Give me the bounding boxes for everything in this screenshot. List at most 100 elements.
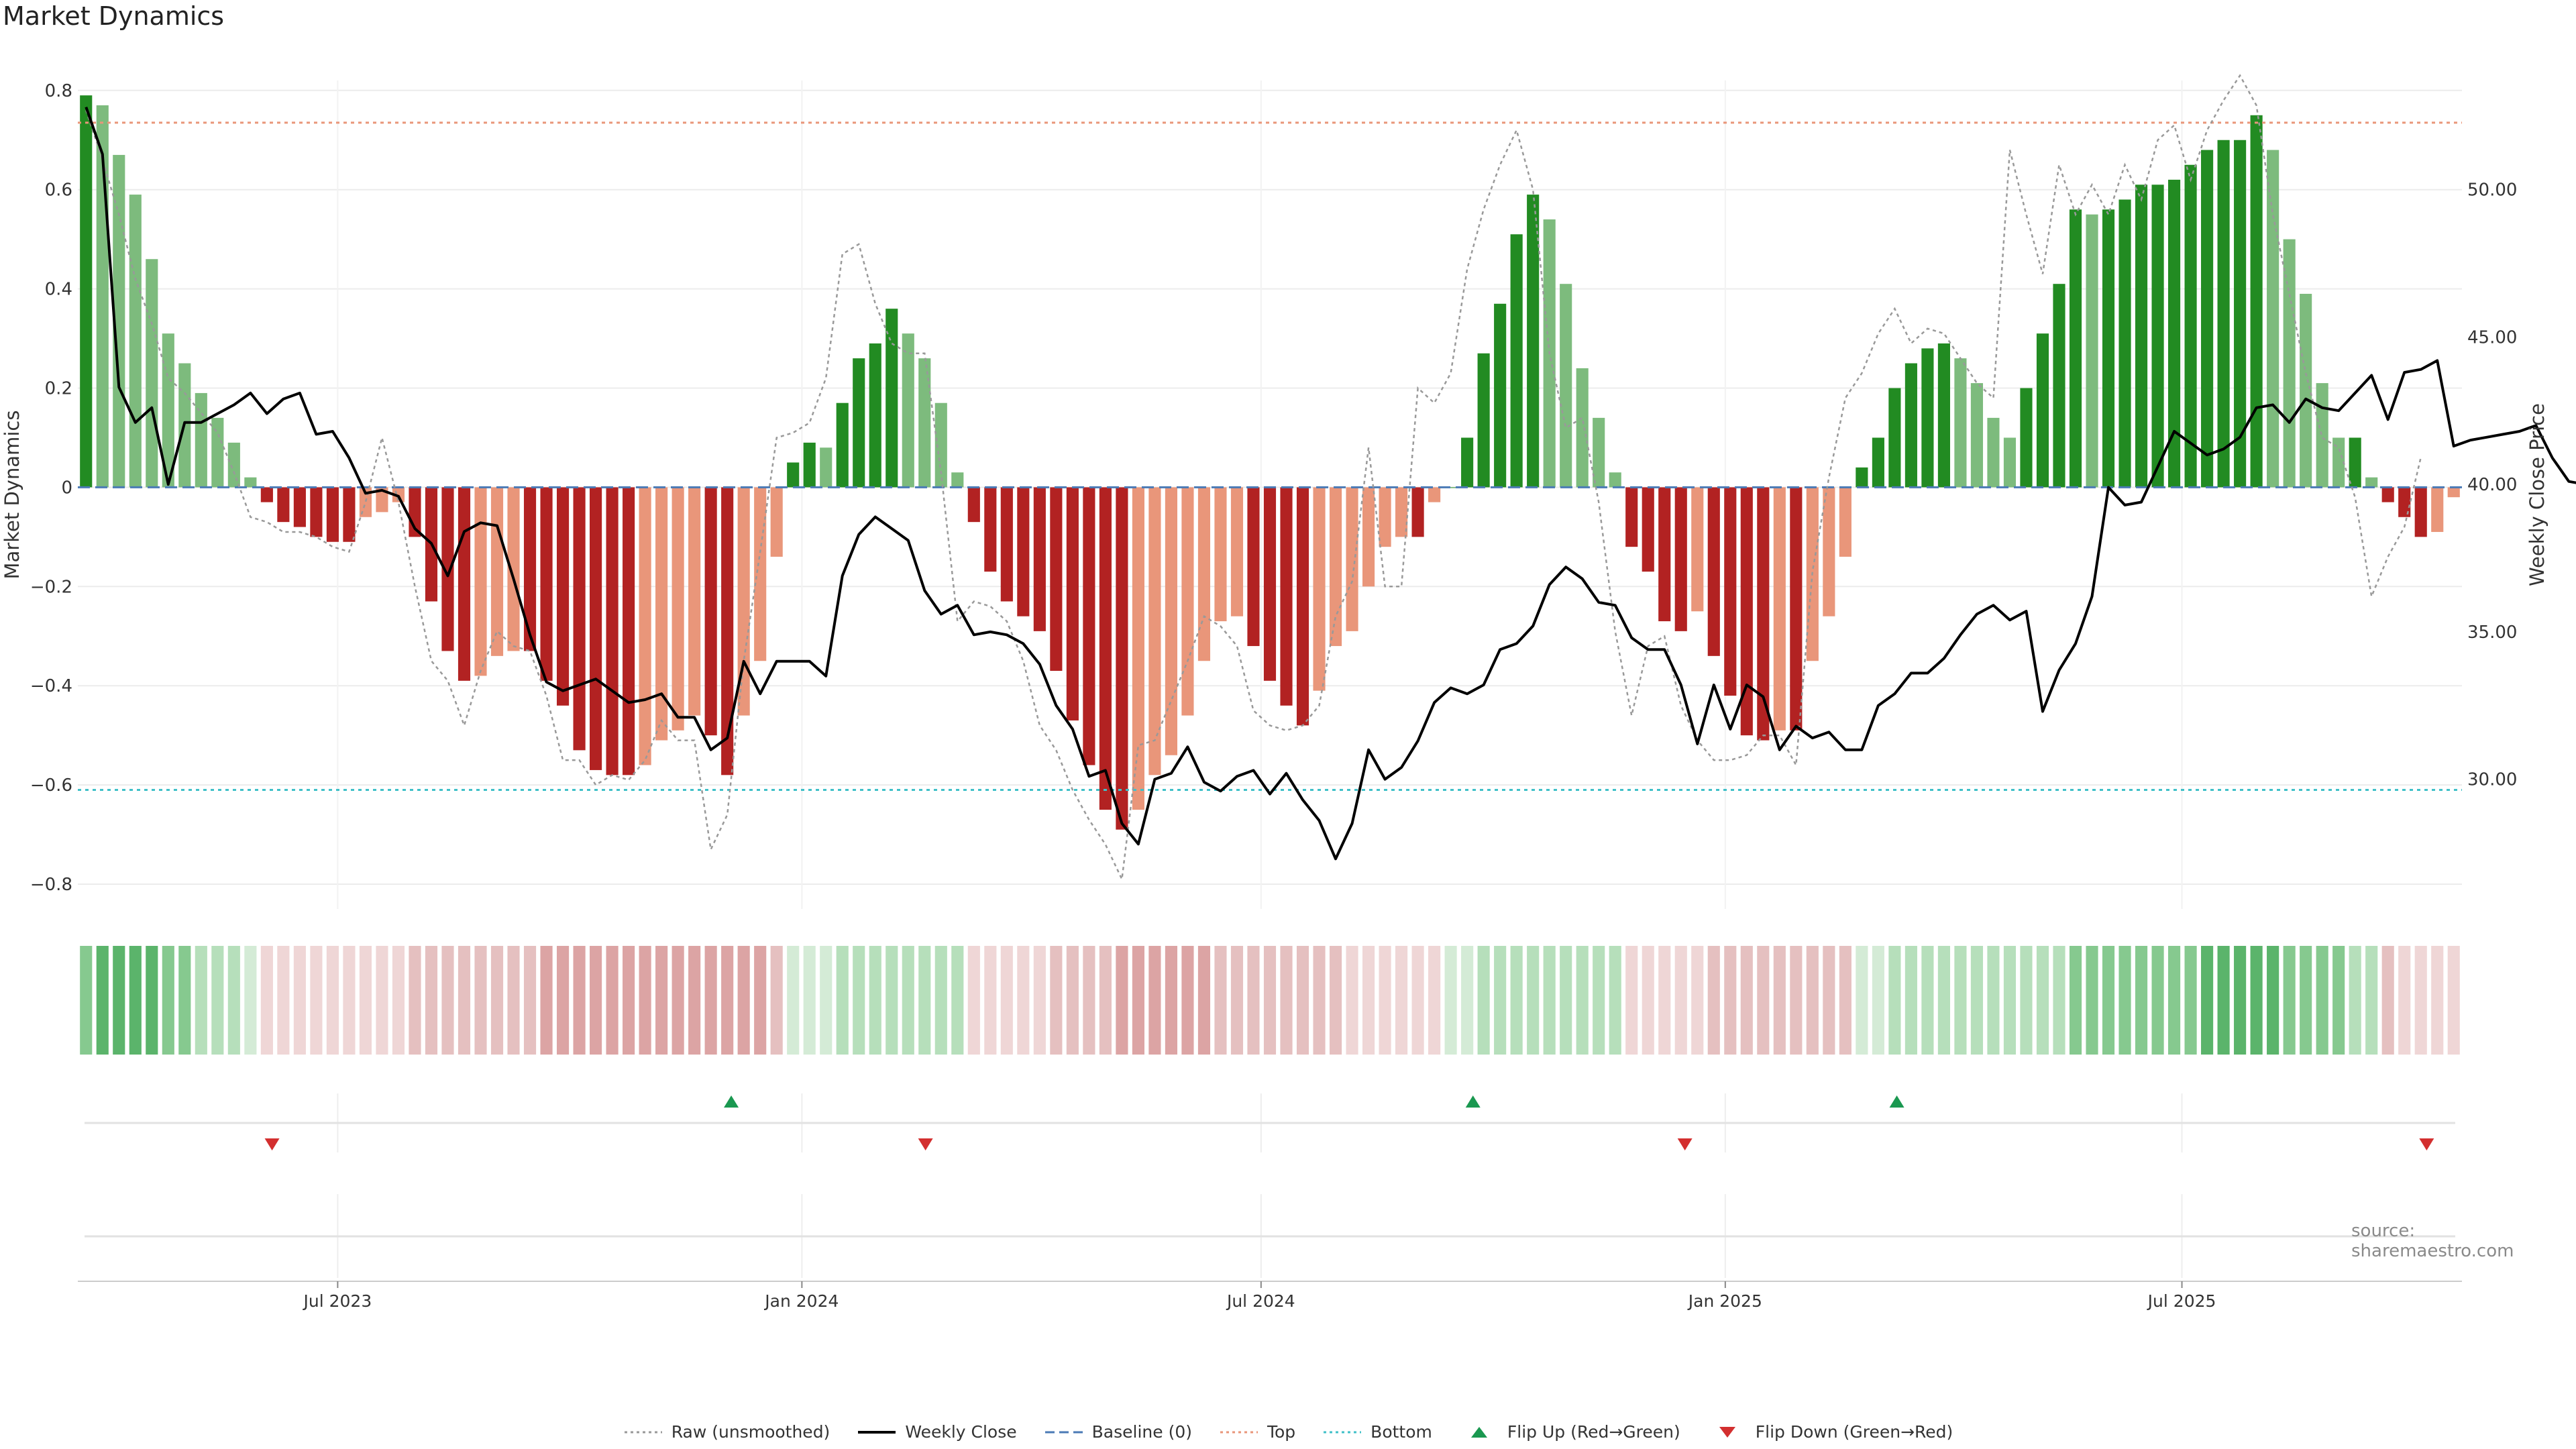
- bar: [326, 487, 339, 542]
- bar: [606, 487, 619, 775]
- heat-cell: [441, 946, 454, 1055]
- bar: [1050, 487, 1063, 672]
- bar: [1362, 487, 1375, 587]
- heat-cell: [474, 946, 487, 1055]
- bar: [1116, 487, 1128, 830]
- bar: [507, 487, 520, 651]
- bar: [2020, 388, 2033, 488]
- bar: [2036, 333, 2049, 488]
- bar: [2135, 184, 2148, 488]
- heat-strip: [80, 946, 2460, 1055]
- heat-cell: [507, 946, 520, 1055]
- heat-cell: [425, 946, 438, 1055]
- heat-cell: [1477, 946, 1490, 1055]
- heat-cell: [1937, 946, 1950, 1055]
- flip-up-marker: [1465, 1095, 1481, 1108]
- heat-cell: [540, 946, 553, 1055]
- bar: [1576, 368, 1589, 488]
- x-tick-label: Jul 2023: [303, 1291, 372, 1311]
- bar: [2201, 150, 2214, 488]
- legend-triangle-up: [1470, 1426, 1487, 1438]
- heat-cell: [1954, 946, 1967, 1055]
- flip-down-marker: [1677, 1138, 1693, 1150]
- legend-swatch: [1719, 1426, 1735, 1438]
- bar: [2184, 164, 2197, 488]
- bar: [1099, 487, 1112, 810]
- heat-cell: [80, 946, 93, 1055]
- bar: [2332, 437, 2345, 488]
- legend-swatch: [1324, 1431, 1362, 1433]
- heat-cell: [1165, 946, 1178, 1055]
- bar: [2283, 239, 2296, 488]
- bar: [1395, 487, 1408, 537]
- bar: [162, 333, 174, 488]
- heat-cell: [1296, 946, 1309, 1055]
- left-tick-label: 0.4: [45, 280, 72, 300]
- legend: Raw (unsmoothed) Weekly Close Baseline (0)…: [0, 1422, 2576, 1442]
- bar: [655, 487, 668, 741]
- bar: [2316, 383, 2328, 488]
- heat-cell: [458, 946, 471, 1055]
- heat-cell: [951, 946, 964, 1055]
- bar: [1740, 487, 1753, 736]
- bar: [1379, 487, 1391, 547]
- heat-cell: [1214, 946, 1227, 1055]
- bar: [293, 487, 306, 527]
- heat-cell: [1806, 946, 1819, 1055]
- legend-item: Flip Down (Green→Red): [1707, 1422, 1953, 1442]
- bar: [1707, 487, 1720, 656]
- bar: [1987, 417, 2000, 488]
- bar: [129, 195, 142, 488]
- legend-swatch: [1470, 1426, 1487, 1438]
- right-axis-label: Weekly Close Price: [2526, 403, 2548, 586]
- bar: [2381, 487, 2394, 502]
- left-tick-label: 0.8: [45, 81, 72, 101]
- bar: [1856, 467, 1868, 488]
- heat-cell: [1658, 946, 1671, 1055]
- heat-cell: [1428, 946, 1441, 1055]
- heat-cell: [1576, 946, 1589, 1055]
- heat-cell: [2168, 946, 2181, 1055]
- left-tick-label: −0.6: [30, 775, 72, 796]
- heat-cell: [787, 946, 800, 1055]
- heat-cell: [1247, 946, 1260, 1055]
- heat-cell: [1773, 946, 1786, 1055]
- heat-cell: [2250, 946, 2263, 1055]
- heat-cell: [2036, 946, 2049, 1055]
- bar: [211, 417, 224, 488]
- bar: [1181, 487, 1194, 716]
- heat-cell: [1280, 946, 1293, 1055]
- heat-cell: [1066, 946, 1079, 1055]
- bar: [1724, 487, 1737, 696]
- heat-cell: [2267, 946, 2279, 1055]
- left-tick-label: 0: [61, 478, 72, 498]
- bar: [902, 333, 914, 488]
- heat-cell: [2431, 946, 2444, 1055]
- heat-cell: [2069, 946, 2082, 1055]
- heat-cell: [902, 946, 914, 1055]
- right-tick-label: 50.00: [2467, 180, 2517, 201]
- bar: [1872, 437, 1884, 488]
- bar: [1197, 487, 1211, 661]
- bar: [688, 487, 701, 716]
- heat-cell: [967, 946, 980, 1055]
- right-tick-label: 45.00: [2467, 327, 2517, 347]
- heat-cell: [1444, 946, 1457, 1055]
- left-tick-label: 0.2: [45, 379, 72, 399]
- heat-cell: [1181, 946, 1194, 1055]
- bar: [967, 487, 980, 523]
- heat-cell: [1790, 946, 1803, 1055]
- bar: [1444, 487, 1457, 488]
- flip-up-marker: [724, 1095, 739, 1108]
- legend-swatch: [1044, 1431, 1083, 1433]
- heat-cell: [2300, 946, 2312, 1055]
- bar: [277, 487, 290, 523]
- heat-cell: [1379, 946, 1391, 1055]
- heat-cell: [639, 946, 651, 1055]
- heat-cell: [1642, 946, 1654, 1055]
- bar: [1888, 388, 1901, 488]
- heat-cell: [623, 946, 635, 1055]
- heat-cell: [2349, 946, 2361, 1055]
- heat-cell: [227, 946, 240, 1055]
- heat-cell: [1000, 946, 1013, 1055]
